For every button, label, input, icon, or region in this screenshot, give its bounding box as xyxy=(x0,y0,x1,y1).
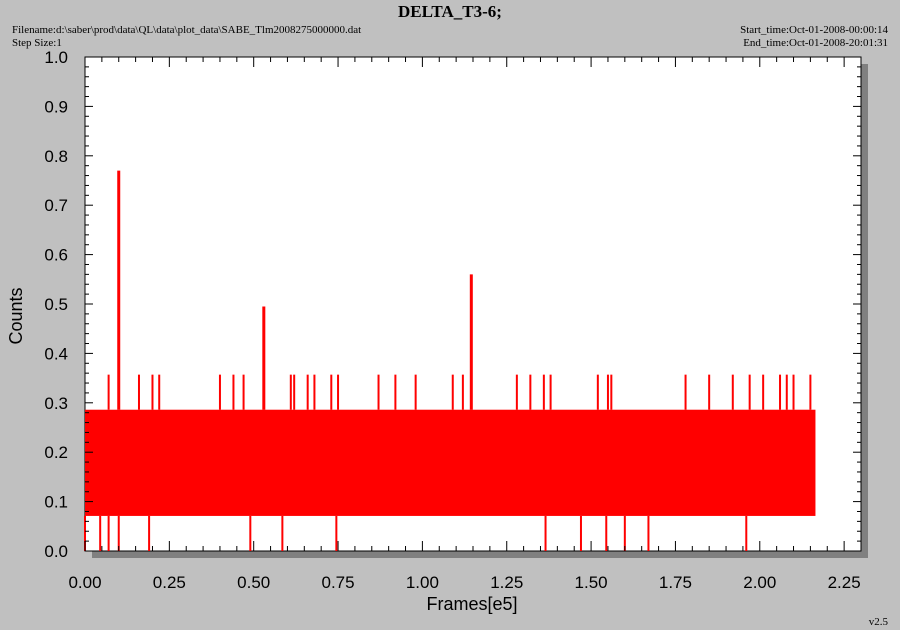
y-tick-label: 0.7 xyxy=(44,196,68,215)
x-tick-label: 1.75 xyxy=(659,573,692,592)
series-noise-band xyxy=(85,409,816,516)
x-tick-label: 2.00 xyxy=(743,573,776,592)
y-axis-label: Counts xyxy=(6,287,26,344)
x-tick-label: 0.75 xyxy=(321,573,354,592)
y-tick-label: 0.0 xyxy=(44,542,68,561)
filename-row: Filename:d:\saber\prod\data\QL\data\plot… xyxy=(12,24,361,37)
version-label: v2.5 xyxy=(868,616,888,628)
filename-label: Filename: xyxy=(12,24,56,36)
step-size-label: Step Size: xyxy=(12,37,57,49)
y-tick-label: 0.2 xyxy=(44,443,68,462)
x-tick-label: 2.25 xyxy=(828,573,861,592)
axes-layer: 0.0 0.1 0.2 0.3 0.4 0.5 0.6 0.7 0.8 0.9 1.0 0.00 0.2… xyxy=(44,48,862,592)
y-tick-label: 0.5 xyxy=(44,295,68,314)
time-info: Start_time:Oct-01-2008-00:00:14 End_time… xyxy=(740,24,888,50)
end-time-row: End_time:Oct-01-2008-20:01:31 xyxy=(740,37,888,50)
start-time-row: Start_time:Oct-01-2008-00:00:14 xyxy=(740,24,888,37)
y-tick-label: 0.3 xyxy=(44,394,68,413)
y-tick-label: 0.6 xyxy=(44,246,68,265)
step-size-value: 1 xyxy=(56,37,62,49)
y-tick-label: 0.4 xyxy=(44,344,68,363)
end-time-value: Oct-01-2008-20:01:31 xyxy=(789,37,888,49)
x-tick-label: 0.25 xyxy=(153,573,186,592)
x-tick-label: 1.00 xyxy=(406,573,439,592)
step-size-row: Step Size:1 xyxy=(12,37,361,50)
y-tick-label: 0.9 xyxy=(44,97,68,116)
file-info: Filename:d:\saber\prod\data\QL\data\plot… xyxy=(12,24,361,50)
series-layer xyxy=(84,170,816,551)
chart-title: DELTA_T3-6; xyxy=(398,2,502,21)
filename-value: d:\saber\prod\data\QL\data\plot_data\SAB… xyxy=(56,24,362,36)
y-tick-label: 0.8 xyxy=(44,147,68,166)
end-time-label: End_time: xyxy=(743,37,790,49)
y-tick-label: 0.1 xyxy=(44,493,68,512)
x-tick-label: 0.50 xyxy=(237,573,270,592)
x-tick-label: 1.25 xyxy=(490,573,523,592)
x-axis-label: Frames[e5] xyxy=(426,594,517,614)
start-time-value: Oct-01-2008-00:00:14 xyxy=(789,24,888,36)
y-tick-label: 1.0 xyxy=(44,48,68,67)
x-tick-label: 0.00 xyxy=(68,573,101,592)
x-tick-label: 1.50 xyxy=(575,573,608,592)
start-time-label: Start_time: xyxy=(740,24,790,36)
